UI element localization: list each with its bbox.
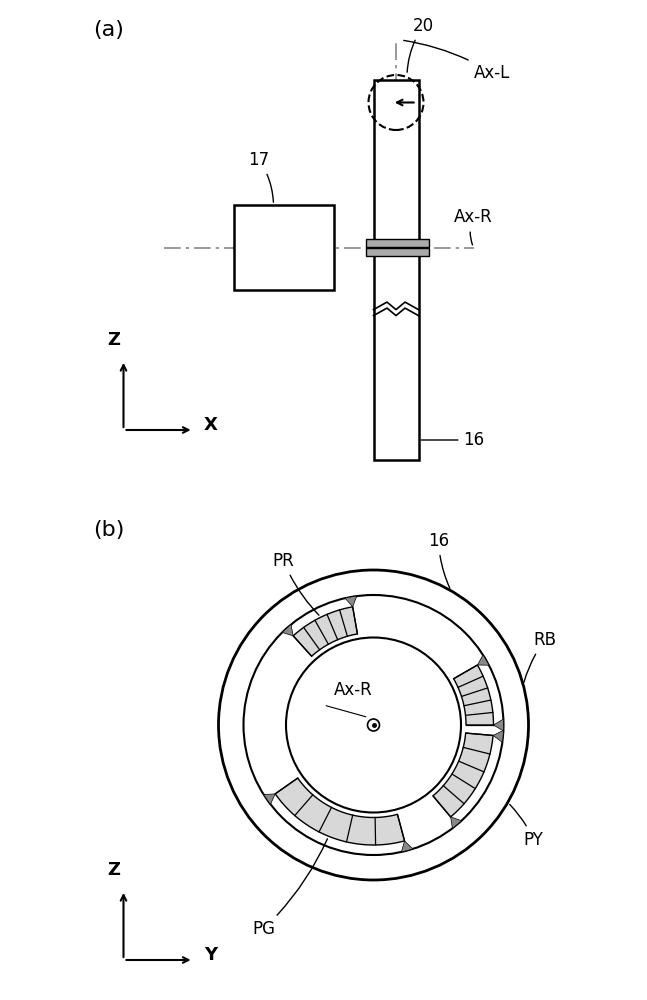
Polygon shape: [454, 665, 494, 725]
Text: Y: Y: [204, 946, 217, 964]
Text: 16: 16: [428, 532, 450, 588]
Circle shape: [286, 638, 461, 812]
Bar: [373, 80, 419, 460]
Polygon shape: [282, 624, 293, 636]
Text: Ax-L: Ax-L: [404, 40, 510, 82]
Text: PR: PR: [272, 552, 319, 615]
Text: Z: Z: [107, 331, 120, 349]
Text: PG: PG: [252, 839, 327, 938]
Text: Ax-R: Ax-R: [454, 209, 492, 245]
Text: PY: PY: [510, 804, 543, 849]
Text: 17: 17: [248, 151, 274, 202]
Bar: [234, 205, 333, 290]
Text: Z: Z: [107, 861, 120, 879]
Text: 16: 16: [421, 431, 485, 449]
Bar: [366, 248, 428, 256]
Polygon shape: [477, 655, 489, 665]
Text: X: X: [204, 416, 218, 434]
Text: RB: RB: [524, 631, 556, 682]
Bar: [366, 239, 428, 247]
Polygon shape: [293, 607, 357, 656]
Text: (b): (b): [94, 520, 125, 540]
Polygon shape: [345, 596, 357, 607]
Polygon shape: [263, 794, 275, 804]
Polygon shape: [275, 778, 404, 845]
Text: Ax-R: Ax-R: [333, 681, 372, 699]
Circle shape: [219, 570, 529, 880]
Polygon shape: [433, 733, 493, 817]
Polygon shape: [450, 817, 462, 828]
Polygon shape: [401, 841, 413, 852]
Polygon shape: [493, 730, 503, 742]
Polygon shape: [494, 719, 503, 731]
Text: (a): (a): [94, 20, 124, 40]
Circle shape: [243, 595, 503, 855]
Text: 20: 20: [407, 17, 434, 72]
